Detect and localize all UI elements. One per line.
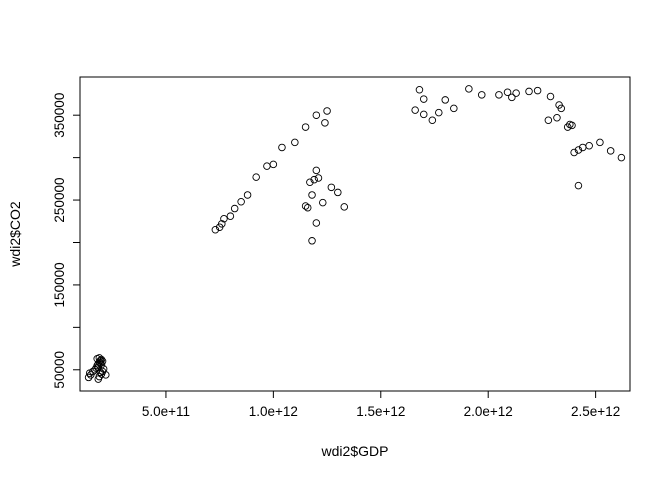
data-point — [553, 113, 561, 122]
data-point — [94, 375, 103, 383]
data-point — [428, 116, 437, 125]
data-point — [321, 119, 329, 127]
data-point — [96, 359, 105, 367]
data-point — [606, 147, 615, 155]
data-point — [585, 141, 593, 150]
data-point — [340, 203, 349, 211]
data-point — [512, 89, 520, 97]
data-point — [411, 106, 419, 114]
data-point — [226, 212, 235, 220]
data-point — [568, 121, 576, 130]
data-point — [435, 108, 443, 117]
data-point — [450, 104, 458, 113]
data-point — [546, 92, 555, 101]
data-point — [252, 173, 260, 181]
data-point — [306, 178, 314, 186]
data-point — [301, 123, 310, 131]
data-point — [478, 91, 486, 99]
data-point — [310, 175, 318, 184]
data-point — [269, 160, 278, 169]
y-tick-label: 250000 — [52, 178, 67, 223]
data-point — [319, 198, 327, 207]
data-point — [495, 91, 503, 99]
data-point — [508, 93, 516, 102]
data-point — [544, 116, 553, 125]
data-point — [97, 360, 106, 369]
data-point — [441, 96, 449, 104]
data-point — [237, 198, 245, 206]
data-point — [420, 95, 428, 103]
data-point — [243, 191, 252, 199]
data-point — [303, 203, 312, 212]
data-point — [220, 214, 228, 223]
x-tick-label: 2.5e+12 — [571, 404, 620, 419]
data-points — [84, 85, 626, 383]
data-point — [525, 87, 533, 96]
data-point — [218, 220, 226, 228]
data-point — [617, 153, 626, 162]
data-point — [570, 148, 578, 157]
data-point — [278, 143, 286, 152]
x-tick-label: 2.0e+12 — [464, 404, 513, 419]
x-tick-label: 1.5e+12 — [356, 404, 405, 419]
data-point — [563, 123, 572, 131]
data-point — [97, 355, 106, 364]
y-tick-label: 350000 — [52, 93, 67, 138]
data-point — [503, 88, 512, 97]
x-axis: 5.0e+11 1.0e+12 1.5e+12 2.0e+12 2.5e+12 — [142, 391, 620, 419]
data-point — [230, 204, 239, 213]
x-tick-label: 5.0e+11 — [142, 404, 190, 419]
data-point — [263, 162, 271, 170]
data-point — [102, 371, 110, 379]
y-tick-label: 50000 — [52, 351, 67, 389]
data-point — [574, 146, 583, 154]
data-point — [557, 104, 566, 113]
data-point — [533, 86, 542, 95]
y-axis-label: wdi2$CO2 — [7, 201, 23, 268]
data-point — [314, 174, 323, 182]
data-point — [596, 138, 604, 147]
data-point — [327, 183, 336, 192]
data-point — [415, 85, 424, 94]
plot-frame — [79, 76, 631, 392]
x-axis-label: wdi2$GDP — [321, 443, 389, 459]
data-point — [301, 202, 310, 210]
x-tick-label: 1.0e+12 — [249, 404, 298, 419]
data-point — [465, 85, 473, 93]
data-point — [574, 181, 583, 190]
data-point — [308, 191, 316, 199]
data-point — [98, 357, 107, 366]
data-point — [291, 138, 299, 147]
y-axis: 50000 150000 250000 350000 — [52, 93, 80, 389]
data-point — [211, 226, 220, 234]
y-tick-label: 150000 — [52, 262, 67, 307]
data-point — [334, 188, 342, 197]
data-point — [420, 110, 428, 119]
data-point — [312, 219, 321, 227]
data-point — [312, 166, 321, 175]
data-point — [84, 373, 93, 382]
data-point — [308, 237, 316, 245]
data-point — [312, 111, 321, 119]
data-point — [323, 107, 331, 115]
